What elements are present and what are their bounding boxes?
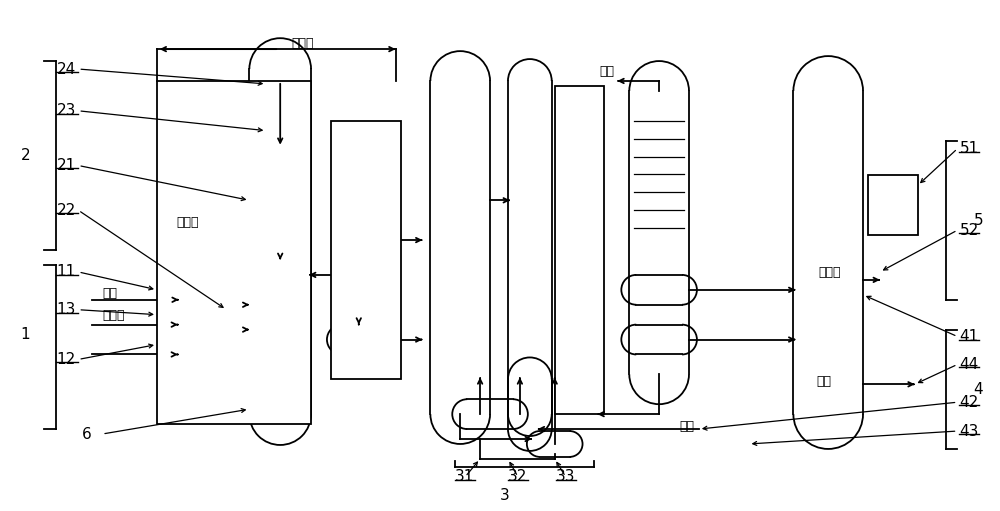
Text: 催化剂: 催化剂: [177, 216, 199, 229]
Text: 丁辛醇: 丁辛醇: [818, 266, 841, 280]
Text: 41: 41: [959, 329, 979, 344]
Text: 12: 12: [56, 352, 76, 367]
Text: 31: 31: [455, 469, 475, 484]
Bar: [265, 83, 295, 146]
Text: 5: 5: [973, 213, 983, 228]
Polygon shape: [636, 275, 682, 305]
Polygon shape: [467, 399, 513, 429]
Text: 51: 51: [959, 141, 979, 156]
Text: 13: 13: [56, 302, 76, 317]
Bar: [331, 121, 401, 379]
Polygon shape: [636, 324, 682, 355]
Text: 33: 33: [556, 469, 575, 484]
Polygon shape: [508, 81, 552, 414]
Text: 44: 44: [959, 357, 979, 372]
Text: 合成气: 合成气: [102, 309, 125, 322]
Text: 43: 43: [959, 424, 979, 438]
Bar: [177, 285, 226, 359]
Text: 残液: 残液: [816, 375, 831, 388]
Text: 气体: 气体: [599, 64, 614, 78]
Text: 42: 42: [959, 394, 979, 410]
Polygon shape: [341, 166, 377, 285]
Bar: [157, 81, 311, 424]
Text: 3: 3: [500, 488, 510, 503]
Polygon shape: [540, 431, 570, 457]
Text: 1: 1: [21, 327, 30, 342]
Polygon shape: [249, 69, 311, 414]
Text: 32: 32: [508, 469, 527, 484]
Bar: [555, 86, 604, 414]
Polygon shape: [793, 91, 863, 414]
Polygon shape: [342, 324, 376, 355]
Polygon shape: [629, 91, 689, 375]
Text: 丙烯: 丙烯: [102, 287, 117, 300]
Text: 23: 23: [56, 103, 76, 118]
Polygon shape: [430, 81, 490, 414]
Text: 11: 11: [56, 264, 76, 280]
Text: 21: 21: [56, 158, 76, 173]
Polygon shape: [508, 379, 552, 429]
Text: 6: 6: [82, 427, 92, 442]
Text: 2: 2: [21, 148, 30, 163]
Bar: [868, 175, 918, 235]
Text: 氢气: 氢气: [679, 420, 694, 433]
Text: 24: 24: [56, 61, 76, 77]
Text: 循环气: 循环气: [291, 37, 314, 50]
Text: 22: 22: [56, 203, 76, 218]
Text: 52: 52: [959, 223, 979, 238]
Text: 4: 4: [973, 382, 983, 397]
